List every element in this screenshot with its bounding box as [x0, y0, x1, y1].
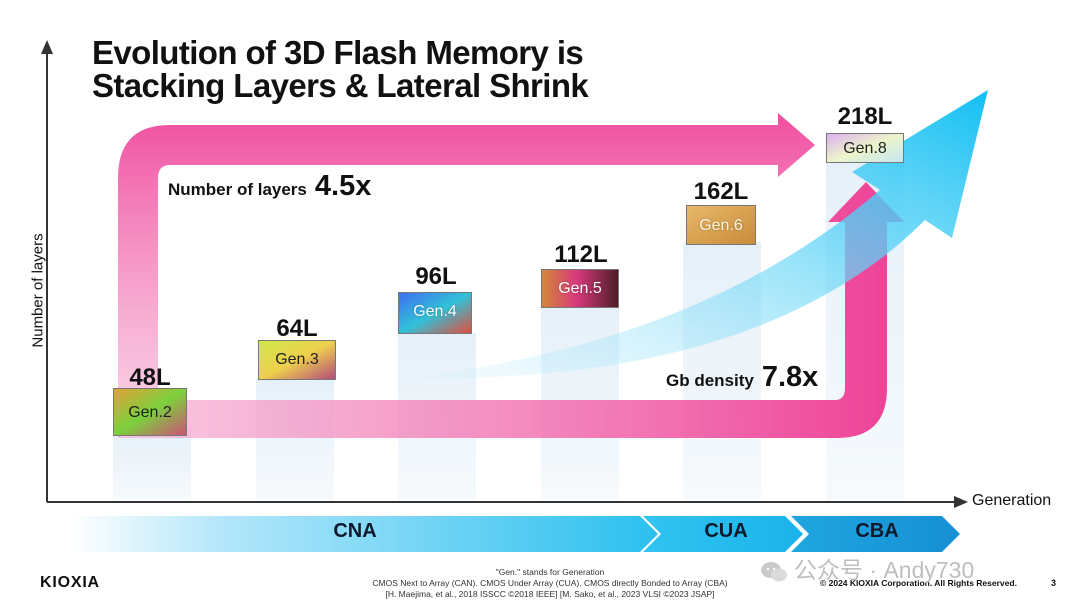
layer-count-gen5: 112L — [554, 241, 608, 268]
layers-metric-label: Number of layers — [168, 180, 307, 199]
band-label-cba: CBA — [855, 520, 899, 542]
page-number: 3 — [1051, 578, 1057, 588]
kioxia-logo: KIOXIA — [40, 574, 100, 591]
chip-label-gen8: Gen.8 — [843, 140, 887, 157]
footnote-gen: "Gen." stands for Generation — [495, 567, 605, 577]
watermark-text: 公众号 · Andy730 — [794, 557, 975, 583]
band-label-cua: CUA — [704, 520, 748, 542]
chip-label-gen5: Gen.5 — [558, 280, 602, 297]
y-axis-arrowhead — [41, 40, 53, 54]
layers-arrow — [118, 113, 815, 430]
chip-label-gen4: Gen.4 — [413, 303, 457, 320]
density-metric-value: 7.8x — [761, 361, 819, 393]
layer-count-gen4: 96L — [415, 263, 457, 290]
layers-metric-value: 4.5x — [314, 170, 372, 202]
chip-label-gen2: Gen.2 — [128, 404, 172, 421]
chip-gen4: Gen.4 — [398, 292, 472, 334]
pedestal-gen2 — [113, 430, 191, 500]
layer-count-gen2: 48L — [129, 364, 171, 391]
density-metric: Gb density 7.8x — [666, 361, 818, 394]
band-cba — [791, 516, 960, 552]
band-cua — [643, 516, 803, 552]
layer-count-gen8: 218L — [837, 103, 893, 130]
chip-gen5: Gen.5 — [541, 269, 619, 308]
growth-arrow — [405, 90, 988, 379]
footer-notes: "Gen." stands for Generation CMOS Next t… — [300, 567, 800, 600]
chip-gen2: Gen.2 — [113, 388, 187, 436]
title-line-2: Stacking Layers & Lateral Shrink — [92, 67, 589, 104]
layer-count-gen6: 162L — [693, 178, 749, 205]
pedestal-gen3 — [256, 378, 334, 500]
watermark: 公众号 · Andy730 — [760, 551, 974, 585]
chip-art-gen5 — [541, 269, 619, 308]
band-cna — [70, 516, 658, 552]
x-axis-label: Generation — [972, 492, 1052, 509]
chip-label-gen3: Gen.3 — [275, 351, 319, 368]
chip-art-gen6 — [686, 205, 756, 245]
chip-gen3: Gen.3 — [258, 340, 336, 380]
layers-metric: Number of layers 4.5x — [168, 170, 371, 203]
copyright: © 2024 KIOXIA Corporation. All Rights Re… — [820, 578, 1017, 588]
footnote-references: [H. Maejima, et al., 2018 ISSCC ©2018 IE… — [385, 589, 715, 599]
footnote-architecture: CMOS Next to Array (CAN). CMOS Under Arr… — [372, 578, 728, 588]
chip-art-gen2 — [113, 388, 187, 436]
y-axis-label: Number of layers — [29, 233, 47, 348]
layer-count-gen3: 64L — [276, 315, 318, 342]
x-axis-arrowhead — [954, 496, 968, 508]
chip-gen6: Gen.6 — [686, 205, 756, 245]
band-label-cna: CNA — [333, 520, 377, 542]
chip-label-gen6: Gen.6 — [699, 217, 743, 234]
density-arrow — [118, 182, 904, 438]
slide-title: Evolution of 3D Flash Memory is Stacking… — [92, 34, 589, 104]
density-metric-label: Gb density — [666, 371, 754, 390]
chip-art-gen4 — [398, 292, 472, 334]
chip-gen8: Gen.8 — [826, 133, 904, 163]
wechat-icon — [761, 561, 787, 582]
title-line-1: Evolution of 3D Flash Memory is — [92, 34, 584, 71]
chip-art-gen3 — [258, 340, 336, 380]
